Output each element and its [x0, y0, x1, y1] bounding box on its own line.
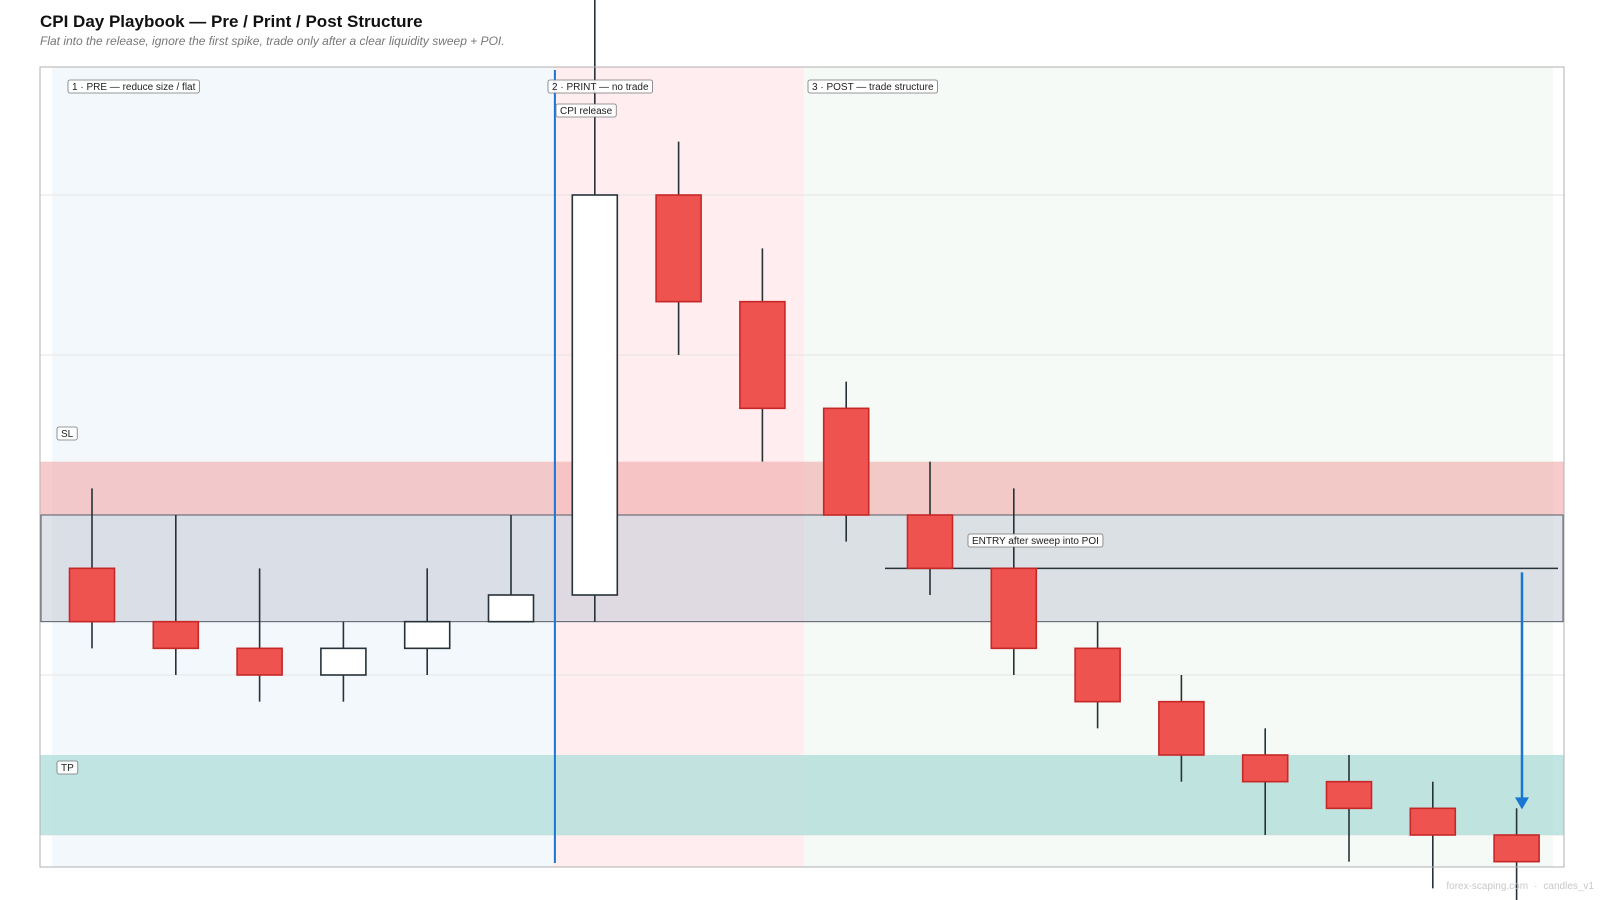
- candle: [990, 488, 1038, 675]
- entry-label: ENTRY after sweep into POI: [967, 533, 1104, 548]
- candle: [68, 488, 116, 649]
- phase-label-pre-box: [67, 79, 200, 94]
- candle-body: [990, 567, 1038, 650]
- candle-body: [236, 647, 283, 676]
- release-label-box: [555, 103, 617, 118]
- tp-label: TP: [56, 760, 79, 775]
- phase-label-print-text: 2 · PRINT — no trade: [552, 82, 649, 93]
- candles: [68, 0, 1540, 900]
- entry-label-box: [967, 533, 1104, 548]
- candle-body: [1409, 807, 1457, 836]
- candle: [1241, 728, 1289, 835]
- phase-label-pre: 1 · PRE — reduce size / flat: [67, 79, 200, 94]
- candle-body: [1074, 647, 1121, 703]
- candle: [236, 568, 283, 702]
- candle-body: [320, 647, 367, 676]
- candle-body: [68, 567, 116, 623]
- candle-body: [1241, 754, 1289, 783]
- candle: [655, 141, 702, 355]
- candle: [1325, 755, 1373, 862]
- tp-label-box: [56, 760, 79, 775]
- phase-label-pre-text: 1 · PRE — reduce size / flat: [72, 82, 196, 93]
- candle-body: [571, 194, 619, 596]
- sl-label-box: [56, 426, 78, 441]
- candle-body: [822, 407, 870, 516]
- phase-label-print: 2 · PRINT — no trade: [547, 79, 653, 94]
- sl-zone: [40, 461, 1564, 515]
- candle: [739, 248, 786, 462]
- plot-frame: [39, 66, 1565, 868]
- candle: [906, 461, 954, 595]
- candle-body: [403, 620, 451, 650]
- candle: [1158, 675, 1205, 782]
- tp-zone: [40, 755, 1564, 835]
- release-label-text: CPI release: [560, 106, 613, 117]
- price-zones: [40, 461, 1564, 835]
- page-subtitle: Flat into the release, ignore the first …: [40, 34, 505, 48]
- candle: [152, 515, 200, 675]
- candle-body: [1158, 700, 1205, 756]
- candle: [487, 515, 535, 623]
- sl-label: SL: [56, 426, 78, 441]
- phase-label-post-text: 3 · POST — trade structure: [812, 82, 934, 93]
- candle-body: [487, 594, 535, 623]
- footer-tag: candles_v1: [1543, 881, 1594, 892]
- candle: [403, 568, 451, 675]
- phase-label-print-box: [547, 79, 653, 94]
- candle-body: [655, 194, 702, 303]
- candle: [1493, 808, 1540, 900]
- candle-body: [152, 620, 200, 650]
- release-label: CPI release: [555, 103, 617, 118]
- target-arrow-head: [1514, 797, 1529, 810]
- candle: [822, 381, 870, 542]
- candle: [1074, 621, 1121, 729]
- candle-body: [1493, 834, 1540, 863]
- phase-label-post: 3 · POST — trade structure: [807, 79, 938, 94]
- candle: [571, 0, 619, 622]
- candle: [320, 621, 367, 702]
- phase-label-post-box: [807, 79, 938, 94]
- footer-site: forex-scaping.com: [1446, 881, 1529, 892]
- footer: forex-scaping.com · candles_v1: [1446, 881, 1594, 892]
- sl-label-text: SL: [61, 429, 74, 440]
- candle-body: [739, 300, 786, 410]
- chart-labels: 1 · PRE — reduce size / flat 2 · PRINT — …: [56, 79, 1104, 775]
- candle-body: [906, 514, 954, 570]
- tp-label-text: TP: [61, 763, 74, 774]
- entry-label-text: ENTRY after sweep into POI: [972, 536, 1099, 547]
- page-title: CPI Day Playbook — Pre / Print / Post St…: [40, 12, 423, 31]
- candle: [1409, 781, 1457, 889]
- candle-body: [1325, 780, 1373, 810]
